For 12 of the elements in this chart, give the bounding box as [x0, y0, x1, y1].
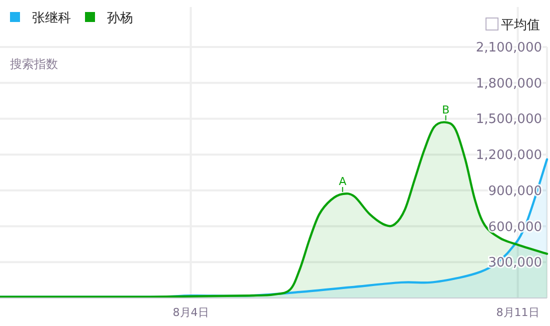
y-tick-label: 1,500,000 — [476, 112, 542, 128]
legend-label: 张继科 — [32, 11, 71, 26]
y-tick-label: 2,100,000 — [476, 40, 542, 56]
annotation: A — [338, 175, 347, 188]
y-tick-label: 1,800,000 — [476, 76, 542, 92]
text: 平均值 — [501, 18, 540, 33]
x-tick-label: 8月11日 — [496, 306, 540, 319]
y-axis-title: 搜索指数 — [10, 57, 58, 71]
x-tick-label: 8月4日 — [172, 306, 209, 319]
legend-label: 孙杨 — [107, 11, 133, 26]
y-tick-label: 1,200,000 — [476, 148, 542, 164]
annotation: B — [442, 103, 450, 116]
